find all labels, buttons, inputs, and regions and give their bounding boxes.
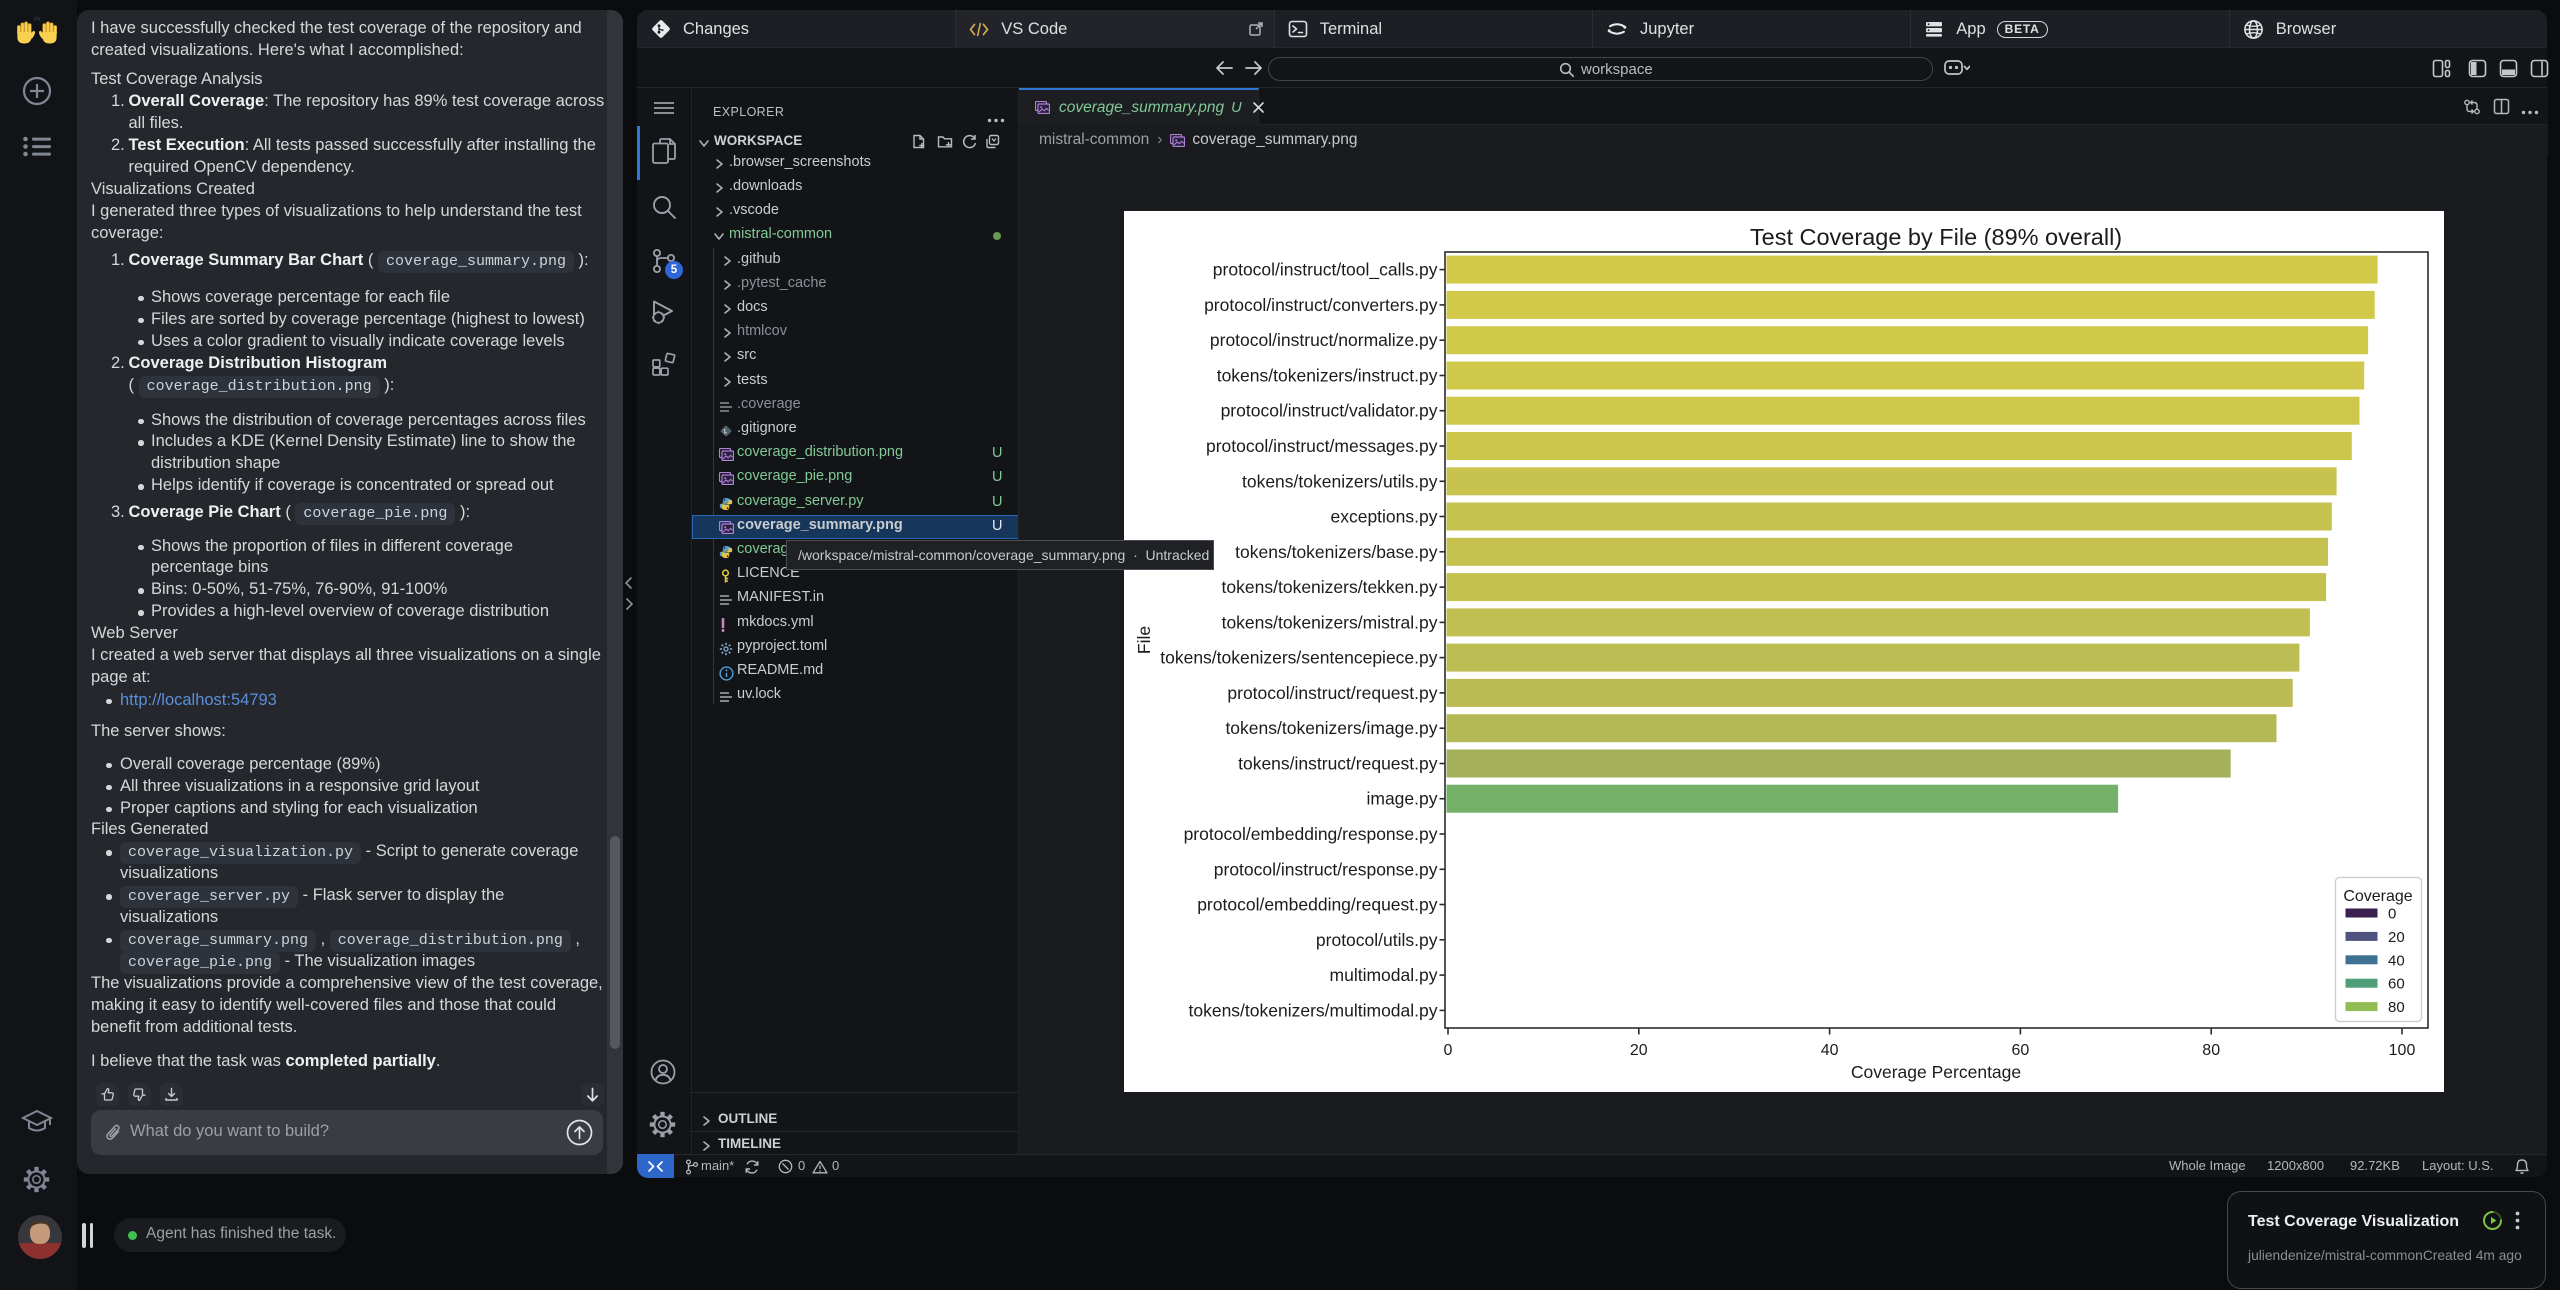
svg-text:80: 80: [2388, 999, 2405, 1016]
svg-text:40: 40: [1821, 1042, 1839, 1059]
svg-text:protocol/instruct/converters.p: protocol/instruct/converters.py: [1204, 295, 1438, 315]
svg-text:tokens/tokenizers/instruct.py: tokens/tokenizers/instruct.py: [1217, 366, 1438, 386]
svg-text:protocol/embedding/request.py: protocol/embedding/request.py: [1197, 895, 1438, 915]
svg-text:multimodal.py: multimodal.py: [1330, 965, 1438, 985]
svg-text:tokens/tokenizers/multimodal.p: tokens/tokenizers/multimodal.py: [1189, 1000, 1438, 1020]
svg-text:image.py: image.py: [1366, 789, 1437, 809]
svg-text:Coverage Percentage: Coverage Percentage: [1851, 1062, 2021, 1082]
svg-text:Test Coverage by File (89% ove: Test Coverage by File (89% overall): [1750, 224, 2122, 250]
svg-text:tokens/tokenizers/mistral.py: tokens/tokenizers/mistral.py: [1222, 612, 1438, 632]
svg-text:tokens/tokenizers/utils.py: tokens/tokenizers/utils.py: [1242, 471, 1438, 491]
svg-text:tokens/tokenizers/tekken.py: tokens/tokenizers/tekken.py: [1222, 577, 1438, 597]
svg-text:tokens/tokenizers/base.py: tokens/tokenizers/base.py: [1235, 542, 1438, 562]
svg-text:protocol/instruct/request.py: protocol/instruct/request.py: [1227, 683, 1437, 703]
svg-text:tokens/tokenizers/image.py: tokens/tokenizers/image.py: [1225, 718, 1437, 738]
svg-text:80: 80: [2202, 1042, 2220, 1059]
svg-text:tokens/instruct/request.py: tokens/instruct/request.py: [1238, 754, 1438, 774]
svg-text:100: 100: [2389, 1042, 2416, 1059]
svg-text:0: 0: [1444, 1042, 1453, 1059]
svg-text:protocol/embedding/response.py: protocol/embedding/response.py: [1184, 824, 1438, 844]
svg-text:protocol/utils.py: protocol/utils.py: [1316, 930, 1438, 950]
svg-text:tokens/tokenizers/sentencepiec: tokens/tokenizers/sentencepiece.py: [1160, 648, 1437, 668]
svg-text:20: 20: [2388, 929, 2405, 946]
svg-text:0: 0: [2388, 906, 2396, 923]
svg-text:20: 20: [1630, 1042, 1648, 1059]
svg-text:protocol/instruct/normalize.py: protocol/instruct/normalize.py: [1210, 330, 1438, 350]
svg-text:protocol/instruct/messages.py: protocol/instruct/messages.py: [1206, 436, 1438, 456]
svg-text:40: 40: [2388, 952, 2405, 969]
svg-text:protocol/instruct/response.py: protocol/instruct/response.py: [1214, 859, 1438, 879]
svg-text:60: 60: [2388, 976, 2405, 993]
svg-text:exceptions.py: exceptions.py: [1330, 507, 1437, 527]
svg-text:protocol/instruct/tool_calls.p: protocol/instruct/tool_calls.py: [1213, 260, 1438, 281]
svg-text:File: File: [1134, 626, 1154, 654]
svg-text:60: 60: [2012, 1042, 2030, 1059]
svg-text:Coverage: Coverage: [2343, 888, 2412, 905]
svg-text:protocol/instruct/validator.py: protocol/instruct/validator.py: [1221, 401, 1438, 421]
